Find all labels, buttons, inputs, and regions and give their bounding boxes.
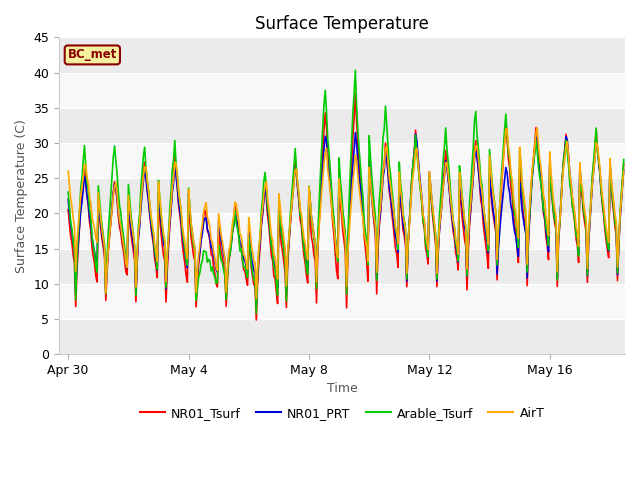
Bar (59, 143, 625, 178)
Bar (59, 284, 625, 319)
Bar (59, 213, 625, 249)
Title: Surface Temperature: Surface Temperature (255, 15, 429, 33)
Bar (59, 37, 625, 72)
Bar (59, 319, 625, 354)
X-axis label: Time: Time (326, 383, 358, 396)
Bar (59, 249, 625, 284)
Legend: NR01_Tsurf, NR01_PRT, Arable_Tsurf, AirT: NR01_Tsurf, NR01_PRT, Arable_Tsurf, AirT (135, 402, 549, 424)
Y-axis label: Surface Temperature (C): Surface Temperature (C) (15, 119, 28, 273)
Bar (59, 72, 625, 108)
Text: BC_met: BC_met (68, 48, 117, 61)
Bar (59, 108, 625, 143)
Bar (59, 178, 625, 213)
